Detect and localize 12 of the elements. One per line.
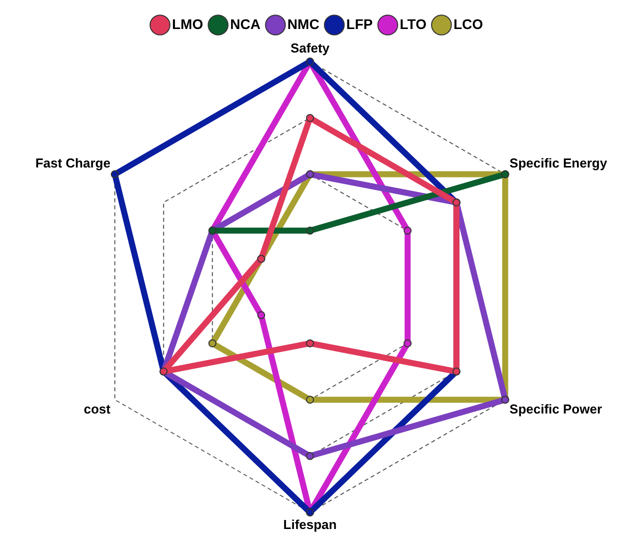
legend-label: LFP — [346, 16, 373, 32]
legend-label: LTO — [400, 16, 427, 32]
spoke-label: Fast Charge — [35, 156, 110, 171]
spoke-label: Specific Power — [510, 402, 602, 417]
spoke-label: Specific Energy — [510, 156, 608, 171]
legend-label: LMO — [172, 16, 204, 32]
legend-label: LCO — [453, 16, 484, 32]
spoke-label: cost — [84, 402, 112, 417]
spoke-label: Lifespan — [283, 516, 337, 532]
legend-label: NCA — [230, 16, 260, 32]
spoke-label: Safety — [290, 40, 330, 56]
legend-label: NMC — [287, 16, 320, 32]
